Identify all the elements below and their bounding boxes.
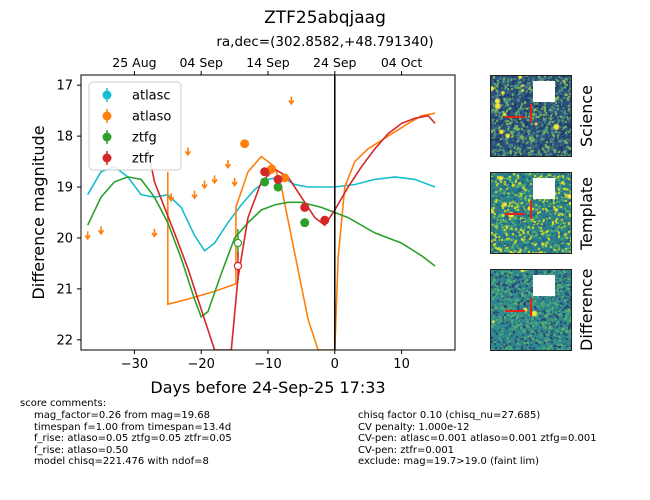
y-tick-label: 20 <box>56 231 73 246</box>
upper-limit-ztfr <box>233 261 243 271</box>
model-curve-atlasc <box>87 165 436 252</box>
x-axis-label: Days before 24-Sep-25 17:33 <box>150 378 385 397</box>
legend: atlasc atlaso ztfg ztfr <box>88 81 182 171</box>
top-axis-tick-label: 14 Sep <box>246 55 290 70</box>
stamp-mask <box>533 275 555 296</box>
data-point-ztfg <box>260 177 270 187</box>
upper-limit-atlaso <box>97 226 105 236</box>
legend-marker-ztfg <box>102 132 112 142</box>
upper-limit-atlaso <box>184 147 192 157</box>
stamp-mask <box>533 81 555 102</box>
data-point-ztfg <box>300 218 310 228</box>
legend-box <box>88 81 182 171</box>
upper-limit-atlaso <box>211 175 218 185</box>
y-tick-label: 17 <box>56 79 73 94</box>
stamp-label-template: Template <box>577 176 596 250</box>
upper-limit-atlaso <box>168 193 175 203</box>
data-point-ztfr <box>273 174 283 184</box>
legend-label-atlasc: atlasc <box>132 89 171 104</box>
target-marker-horizontal <box>505 310 525 312</box>
y-tick-label: 19 <box>56 181 73 196</box>
stamp-label-science: Science <box>577 84 596 147</box>
target-marker-horizontal <box>505 116 525 118</box>
data-point-ztfr <box>260 167 270 177</box>
target-marker-vertical <box>530 201 532 219</box>
y-axis-label: Difference magnitude <box>29 125 48 299</box>
x-tick-label: −10 <box>254 357 281 372</box>
y-tick-label: 18 <box>56 130 73 145</box>
model-curve-atlaso <box>167 112 436 350</box>
stamp-template <box>490 172 572 254</box>
legend-label-atlaso: atlaso <box>132 110 171 125</box>
upper-limit-atlaso <box>84 231 91 241</box>
upper-limit-atlaso <box>231 177 238 187</box>
score-comments-left: mag_factor=0.26 from mag=19.68 timespan … <box>34 410 232 468</box>
upper-limit-atlaso <box>151 228 158 238</box>
upper-limit-atlaso <box>288 96 295 106</box>
x-tick-label: −20 <box>187 357 214 372</box>
data-point-ztfg <box>273 182 283 192</box>
data-point-atlaso <box>240 139 250 149</box>
legend-label-ztfr: ztfr <box>132 152 154 167</box>
top-axis-tick-label: 04 Sep <box>179 55 223 70</box>
score-comments-heading: score comments: <box>20 398 107 409</box>
legend-marker-atlaso <box>102 111 112 121</box>
x-tick-label: 10 <box>393 357 410 372</box>
model-curve-ztfg <box>86 176 436 319</box>
coordinates-subtitle: ra,dec=(302.8582,+48.791340) <box>216 34 434 50</box>
score-comments-right: chisq factor 0.10 (chisq_nu=27.685) CV p… <box>358 410 597 468</box>
legend-label-ztfg: ztfg <box>132 131 157 146</box>
top-axis-tick-label: 25 Aug <box>112 55 156 70</box>
upper-limit-atlaso <box>224 160 232 169</box>
stamp-difference <box>490 269 572 351</box>
x-tick-label: 0 <box>331 357 339 372</box>
target-marker-vertical <box>530 104 532 122</box>
legend-marker-ztfr <box>102 153 112 163</box>
top-axis-tick-label: 24 Sep <box>313 55 357 70</box>
stamp-label-difference: Difference <box>577 268 596 351</box>
upper-limit-ztfg <box>233 238 243 248</box>
data-point-ztfr <box>300 202 310 212</box>
upper-limit-atlaso <box>191 190 198 200</box>
x-tick-label: −30 <box>121 357 148 372</box>
legend-marker-atlasc <box>102 90 112 100</box>
target-marker-vertical <box>530 298 532 316</box>
target-marker-horizontal <box>505 213 525 215</box>
y-tick-label: 22 <box>56 333 73 348</box>
top-axis-tick-label: 04 Oct <box>381 55 423 70</box>
stamp-mask <box>533 178 555 199</box>
upper-limit-atlaso <box>201 180 208 190</box>
y-tick-label: 21 <box>56 282 73 297</box>
stamp-science <box>490 75 572 157</box>
data-point-ztfr <box>320 215 330 225</box>
plot-area <box>84 75 436 350</box>
object-title: ZTF25abqjaag <box>264 8 386 28</box>
